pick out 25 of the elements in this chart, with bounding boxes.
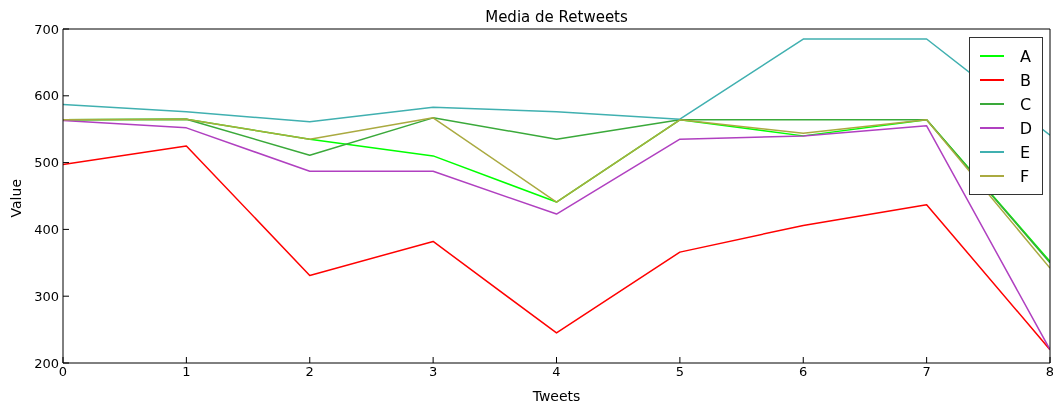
x-tick-label: 5 — [675, 364, 685, 380]
x-tick-label: 0 — [58, 364, 68, 380]
legend-label: C — [1020, 94, 1032, 114]
x-tick-label: 3 — [428, 364, 438, 380]
y-tick-label: 600 — [34, 88, 59, 104]
legend-label: E — [1020, 142, 1031, 162]
legend-label: D — [1019, 118, 1032, 138]
y-tick-label: 300 — [34, 288, 59, 304]
x-axis-title: Tweets — [531, 388, 581, 404]
y-tick-label: 200 — [34, 355, 59, 371]
y-tick-label: 500 — [34, 155, 59, 171]
line-series — [63, 38, 1050, 136]
y-axis-title: Value — [8, 179, 24, 218]
legend-label: A — [1020, 46, 1031, 66]
x-tick-label: 8 — [1045, 364, 1055, 380]
chart-title: Media de Retweets — [484, 8, 629, 26]
x-tick-label: 2 — [305, 364, 314, 380]
legend-label: B — [1020, 70, 1031, 90]
x-tick-label: 1 — [182, 364, 191, 380]
y-tick-label: 700 — [34, 21, 59, 37]
x-tick-label: 4 — [552, 364, 561, 380]
y-tick-label: 400 — [34, 222, 59, 238]
legend-label: F — [1020, 166, 1030, 186]
x-tick-label: 6 — [799, 364, 808, 380]
x-tick-label: 7 — [922, 364, 931, 380]
